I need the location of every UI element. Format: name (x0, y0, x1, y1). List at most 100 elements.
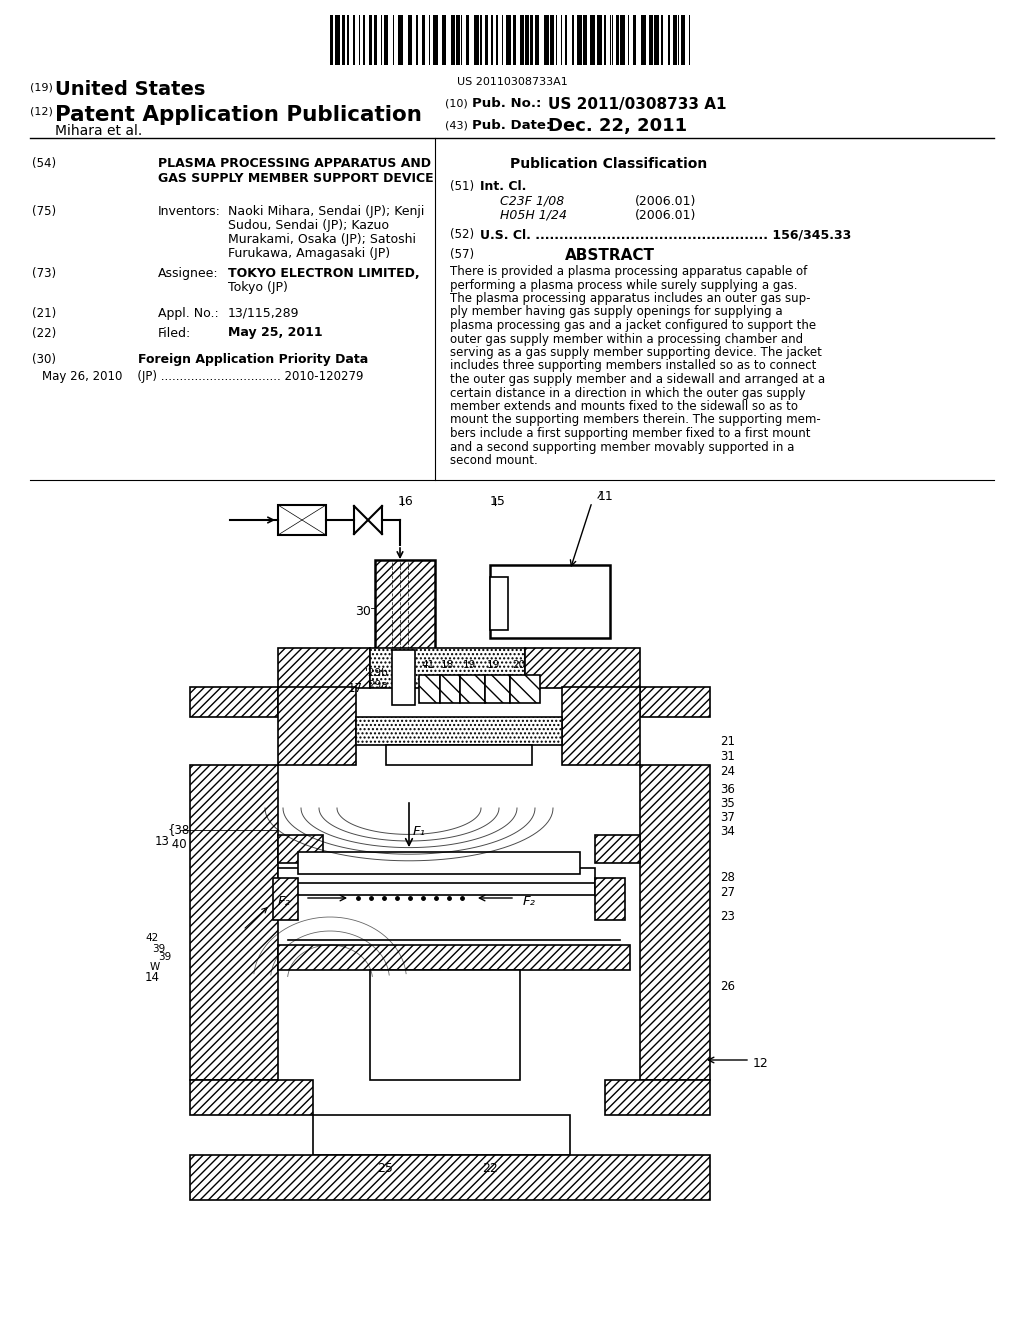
Text: 36: 36 (720, 783, 735, 796)
Bar (190, 1080, 313, 1115)
Bar (485, 675, 510, 704)
Text: (52): (52) (450, 228, 474, 242)
Bar (460, 675, 485, 704)
Text: (73): (73) (32, 267, 56, 280)
Bar (273, 878, 298, 920)
Bar (190, 1155, 710, 1200)
Bar (278, 945, 630, 970)
Text: 35: 35 (720, 797, 735, 810)
Text: 37: 37 (720, 810, 735, 824)
Text: 19: 19 (463, 660, 476, 671)
Bar (440, 675, 460, 704)
Bar (313, 1115, 570, 1155)
Bar (654, 15, 659, 65)
Text: and a second supporting member movably supported in a: and a second supporting member movably s… (450, 441, 795, 454)
Text: Patent Application Publication: Patent Application Publication (55, 106, 422, 125)
Bar (640, 766, 710, 1080)
Bar (562, 686, 640, 766)
Bar (490, 15, 493, 65)
Bar (510, 675, 540, 704)
Bar (440, 675, 460, 704)
Bar (583, 15, 587, 65)
Text: F₁: F₁ (413, 825, 426, 838)
Bar (633, 15, 636, 65)
Text: Assignee:: Assignee: (158, 267, 219, 280)
Text: member extends and mounts fixed to the sidewall so as to: member extends and mounts fixed to the s… (450, 400, 798, 413)
Bar (375, 560, 435, 649)
Text: C23F 1/08: C23F 1/08 (500, 195, 564, 209)
Text: May 26, 2010    (JP) ................................ 2010-120279: May 26, 2010 (JP) ......................… (42, 370, 364, 383)
Bar (347, 15, 349, 65)
Text: performing a plasma process while surely supplying a gas.: performing a plasma process while surely… (450, 279, 798, 292)
Bar (419, 675, 440, 704)
Bar (419, 675, 440, 704)
Text: 20: 20 (512, 660, 525, 671)
Bar (550, 15, 554, 65)
Bar (640, 686, 710, 717)
Text: 41: 41 (421, 660, 434, 671)
Bar (668, 15, 670, 65)
Bar (506, 15, 511, 65)
Text: Furukawa, Amagasaki (JP): Furukawa, Amagasaki (JP) (228, 247, 390, 260)
Text: (22): (22) (32, 327, 56, 341)
Bar (433, 15, 438, 65)
Text: Publication Classification: Publication Classification (510, 157, 708, 172)
Bar (330, 15, 333, 65)
Text: 11: 11 (598, 490, 613, 503)
Text: (19): (19) (30, 83, 53, 92)
Bar (513, 15, 516, 65)
Bar (641, 15, 646, 65)
Text: 39: 39 (152, 944, 165, 954)
Text: 19: 19 (487, 660, 501, 671)
Text: 26: 26 (720, 979, 735, 993)
Text: (75): (75) (32, 205, 56, 218)
Bar (673, 15, 677, 65)
Text: 29a: 29a (368, 680, 388, 690)
Text: second mount.: second mount. (450, 454, 538, 467)
Bar (451, 15, 455, 65)
Text: Foreign Application Priority Data: Foreign Application Priority Data (138, 352, 369, 366)
Bar (510, 675, 540, 704)
Bar (353, 15, 355, 65)
Bar (595, 836, 640, 863)
Text: 12: 12 (753, 1057, 769, 1071)
Text: ply member having gas supply openings for supplying a: ply member having gas supply openings fo… (450, 305, 782, 318)
Text: 34: 34 (720, 825, 735, 838)
Bar (485, 675, 510, 704)
Bar (298, 851, 580, 874)
Bar (595, 878, 625, 920)
Text: Inventors:: Inventors: (158, 205, 221, 218)
Bar (604, 15, 606, 65)
Text: Tokyo (JP): Tokyo (JP) (228, 281, 288, 294)
Text: 13/115,289: 13/115,289 (228, 308, 299, 319)
Bar (525, 648, 640, 688)
Bar (595, 836, 640, 863)
Text: (10): (10) (445, 98, 468, 108)
Bar (649, 15, 653, 65)
Text: (51): (51) (450, 180, 474, 193)
Bar (190, 1080, 313, 1115)
Bar (278, 648, 370, 688)
Text: GAS SUPPLY MEMBER SUPPORT DEVICE: GAS SUPPLY MEMBER SUPPORT DEVICE (158, 172, 433, 185)
Bar (356, 717, 562, 744)
Text: Dec. 22, 2011: Dec. 22, 2011 (548, 117, 687, 135)
Bar (640, 766, 710, 1080)
Text: outer gas supply member within a processing chamber and: outer gas supply member within a process… (450, 333, 803, 346)
Text: (2006.01): (2006.01) (635, 209, 696, 222)
Text: 27: 27 (720, 886, 735, 899)
Bar (278, 880, 595, 895)
Bar (278, 945, 630, 970)
Bar (369, 15, 372, 65)
Bar (562, 686, 640, 766)
Text: 24: 24 (720, 766, 735, 777)
Bar (392, 649, 415, 705)
Text: 39: 39 (158, 952, 171, 962)
Text: plasma processing gas and a jacket configured to support the: plasma processing gas and a jacket confi… (450, 319, 816, 333)
Bar (190, 686, 278, 717)
Bar (590, 15, 595, 65)
Text: mount the supporting members therein. The supporting mem-: mount the supporting members therein. Th… (450, 413, 821, 426)
Bar (490, 565, 610, 638)
Text: certain distance in a direction in which the outer gas supply: certain distance in a direction in which… (450, 387, 806, 400)
Text: 17: 17 (348, 682, 362, 696)
Bar (544, 15, 549, 65)
